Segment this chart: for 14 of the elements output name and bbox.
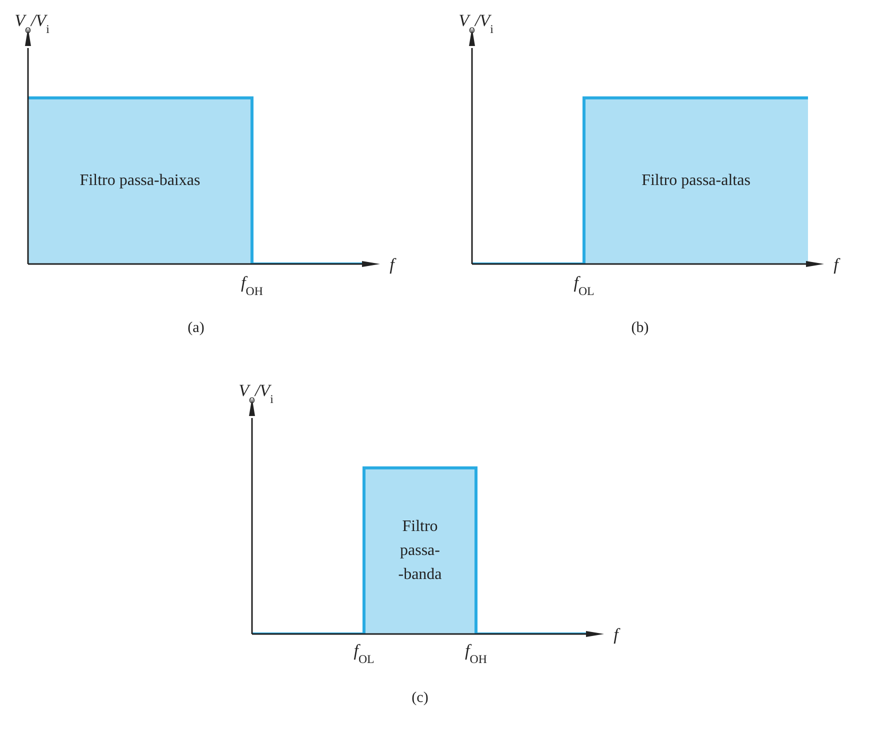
annotation: Filtro passa-baixas: [78, 170, 202, 191]
annotation: f$_{OL}$: [574, 273, 594, 298]
x-axis-title: f: [614, 625, 621, 644]
x-axis-title: f: [834, 255, 841, 274]
y-axis-title: V$_{o}$/V$_{i}$: [14, 11, 50, 36]
text: (a): [186, 320, 206, 337]
annotation: Filtro passa- -banda: [397, 516, 443, 585]
y-axis-title: V$_{o}$/V$_{i}$: [458, 11, 494, 36]
text: (b): [630, 320, 650, 337]
x-axis-title: f: [390, 255, 397, 274]
y-axis-title: V$_{o}$/V$_{i}$: [238, 381, 274, 406]
annotation: Filtro passa-altas: [640, 170, 752, 191]
annotation: f$_{OH}$: [241, 273, 264, 298]
text: (c): [410, 690, 430, 707]
